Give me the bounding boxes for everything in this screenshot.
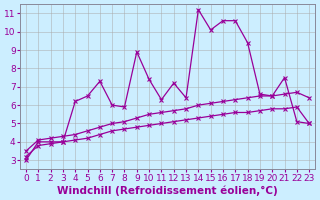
X-axis label: Windchill (Refroidissement éolien,°C): Windchill (Refroidissement éolien,°C) (57, 185, 278, 196)
